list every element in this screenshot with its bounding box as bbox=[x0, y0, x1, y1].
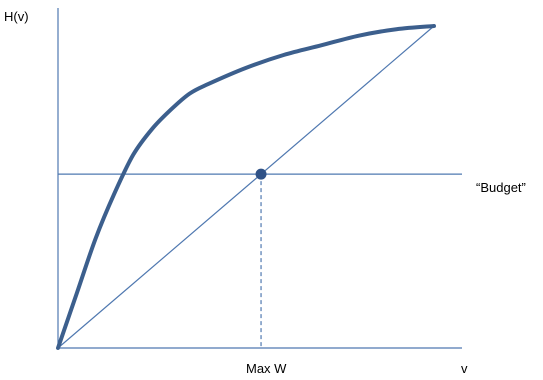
budget-label: “Budget” bbox=[476, 180, 526, 195]
max-w-label: Max W bbox=[246, 361, 287, 376]
x-axis-label: v bbox=[461, 361, 468, 376]
y-axis-label: H(v) bbox=[4, 9, 29, 24]
h-curve bbox=[56, 24, 436, 350]
optimum-point bbox=[255, 168, 267, 180]
diagonal-line bbox=[57, 25, 435, 349]
